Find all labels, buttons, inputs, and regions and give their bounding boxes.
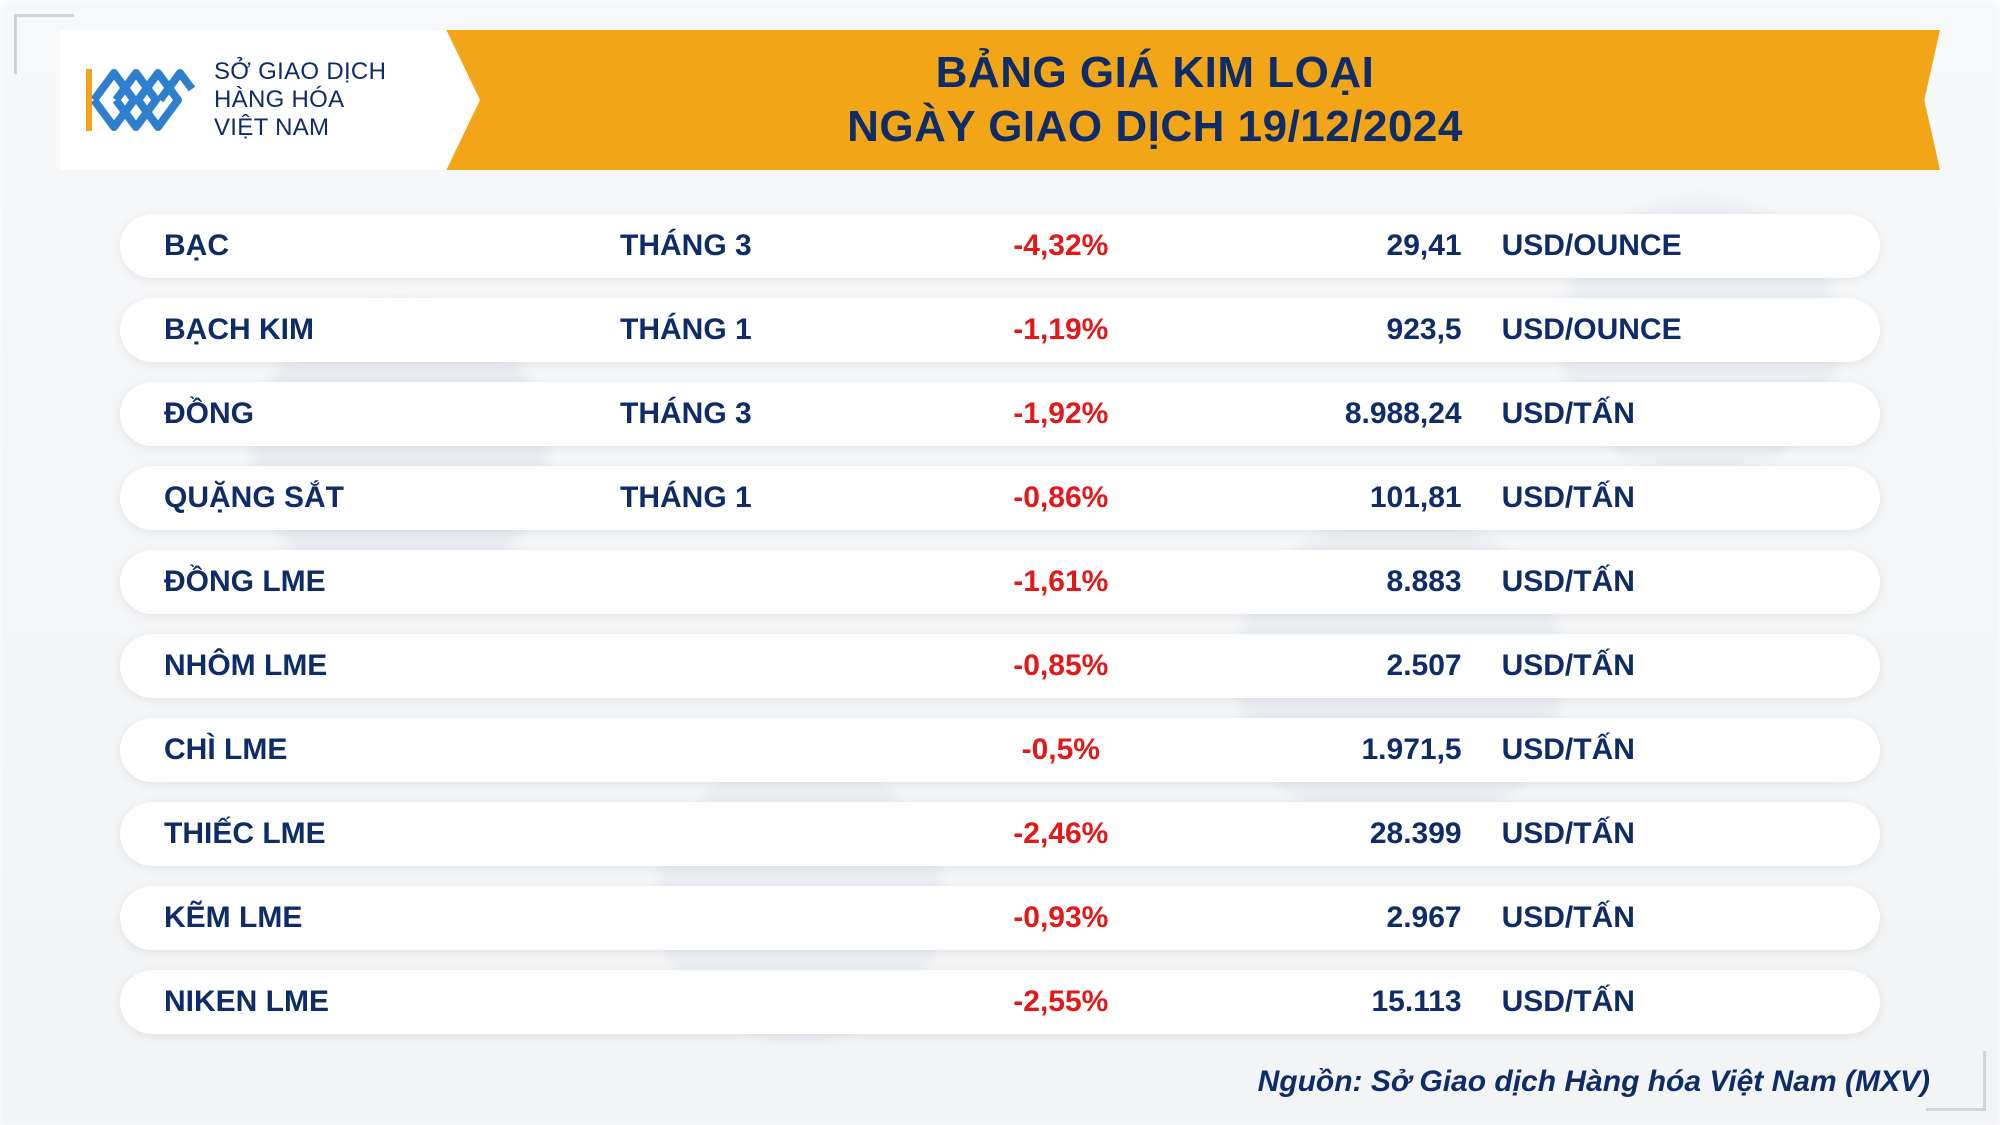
table-row: THIẾC LME -2,46%28.399USD/TẤN [120,802,1880,866]
change-percent: -0,86% [924,481,1198,515]
table-row: ĐỒNG LME -1,61%8.883USD/TẤN [120,550,1880,614]
price-value: 101,81 [1198,481,1502,515]
title-line-2: NGÀY GIAO DỊCH 19/12/2024 [847,102,1463,152]
contract-month: THÁNG 3 [620,397,924,431]
table-row: QUẶNG SẮTTHÁNG 1-0,86%101,81USD/TẤN [120,466,1880,530]
change-percent: -0,5% [924,733,1198,767]
commodity-name: NIKEN LME [164,985,620,1019]
commodity-name: BẠC [164,229,620,263]
price-value: 923,5 [1198,313,1502,347]
commodity-name: THIẾC LME [164,817,620,851]
accent-bar [60,174,463,180]
price-value: 1.971,5 [1198,733,1502,767]
price-value: 8.988,24 [1198,397,1502,431]
table-row: ĐỒNGTHÁNG 3-1,92%8.988,24USD/TẤN [120,382,1880,446]
change-percent: -2,46% [924,817,1198,851]
table-row: CHÌ LME -0,5%1.971,5USD/TẤN [120,718,1880,782]
price-unit: USD/OUNCE [1502,229,1836,263]
table-row: NIKEN LME -2,55%15.113USD/TẤN [120,970,1880,1034]
commodity-name: ĐỒNG [164,397,620,431]
price-unit: USD/TẤN [1502,817,1836,851]
contract-month: THÁNG 1 [620,481,924,515]
accent-bar [60,20,463,26]
title-line-1: BẢNG GIÁ KIM LOẠI [936,48,1375,98]
header: BẢNG GIÁ KIM LOẠI NGÀY GIAO DỊCH 19/12/2… [60,30,1940,170]
change-percent: -0,93% [924,901,1198,935]
change-percent: -2,55% [924,985,1198,1019]
price-table: BẠCTHÁNG 3-4,32%29,41USD/OUNCEBẠCH KIMTH… [60,214,1940,1034]
table-row: BẠCTHÁNG 3-4,32%29,41USD/OUNCE [120,214,1880,278]
price-unit: USD/TẤN [1502,397,1836,431]
price-value: 28.399 [1198,817,1502,851]
change-percent: -1,19% [924,313,1198,347]
price-value: 2.967 [1198,901,1502,935]
table-row: BẠCH KIMTHÁNG 1-1,19%923,5USD/OUNCE [120,298,1880,362]
mxv-logo-icon [86,55,196,145]
source-footer: Nguồn: Sở Giao dịch Hàng hóa Việt Nam (M… [1258,1065,1930,1099]
commodity-name: QUẶNG SẮT [164,481,620,515]
commodity-name: CHÌ LME [164,733,620,767]
page-container: BẢNG GIÁ KIM LOẠI NGÀY GIAO DỊCH 19/12/2… [0,0,2000,1054]
price-unit: USD/TẤN [1502,649,1836,683]
price-unit: USD/TẤN [1502,481,1836,515]
change-percent: -0,85% [924,649,1198,683]
contract-month: THÁNG 3 [620,229,924,263]
logo-line-3: VIỆT NAM [214,114,386,142]
logo-line-1: SỞ GIAO DỊCH [214,58,386,86]
price-value: 8.883 [1198,565,1502,599]
price-unit: USD/OUNCE [1502,313,1836,347]
change-percent: -4,32% [924,229,1198,263]
price-value: 29,41 [1198,229,1502,263]
price-value: 2.507 [1198,649,1502,683]
logo-box: SỞ GIAO DỊCH HÀNG HÓA VIỆT NAM [60,30,480,170]
table-row: KẼM LME -0,93%2.967USD/TẤN [120,886,1880,950]
frame-corner [1926,1051,1986,1111]
change-percent: -1,92% [924,397,1198,431]
price-unit: USD/TẤN [1502,985,1836,1019]
commodity-name: ĐỒNG LME [164,565,620,599]
price-unit: USD/TẤN [1502,565,1836,599]
change-percent: -1,61% [924,565,1198,599]
commodity-name: NHÔM LME [164,649,620,683]
title-band: BẢNG GIÁ KIM LOẠI NGÀY GIAO DỊCH 19/12/2… [370,30,1940,170]
price-unit: USD/TẤN [1502,733,1836,767]
price-unit: USD/TẤN [1502,901,1836,935]
price-value: 15.113 [1198,985,1502,1019]
logo-line-2: HÀNG HÓA [214,86,386,114]
table-row: NHÔM LME -0,85%2.507USD/TẤN [120,634,1880,698]
commodity-name: BẠCH KIM [164,313,620,347]
logo-text: SỞ GIAO DỊCH HÀNG HÓA VIỆT NAM [214,58,386,143]
contract-month: THÁNG 1 [620,313,924,347]
commodity-name: KẼM LME [164,901,620,935]
